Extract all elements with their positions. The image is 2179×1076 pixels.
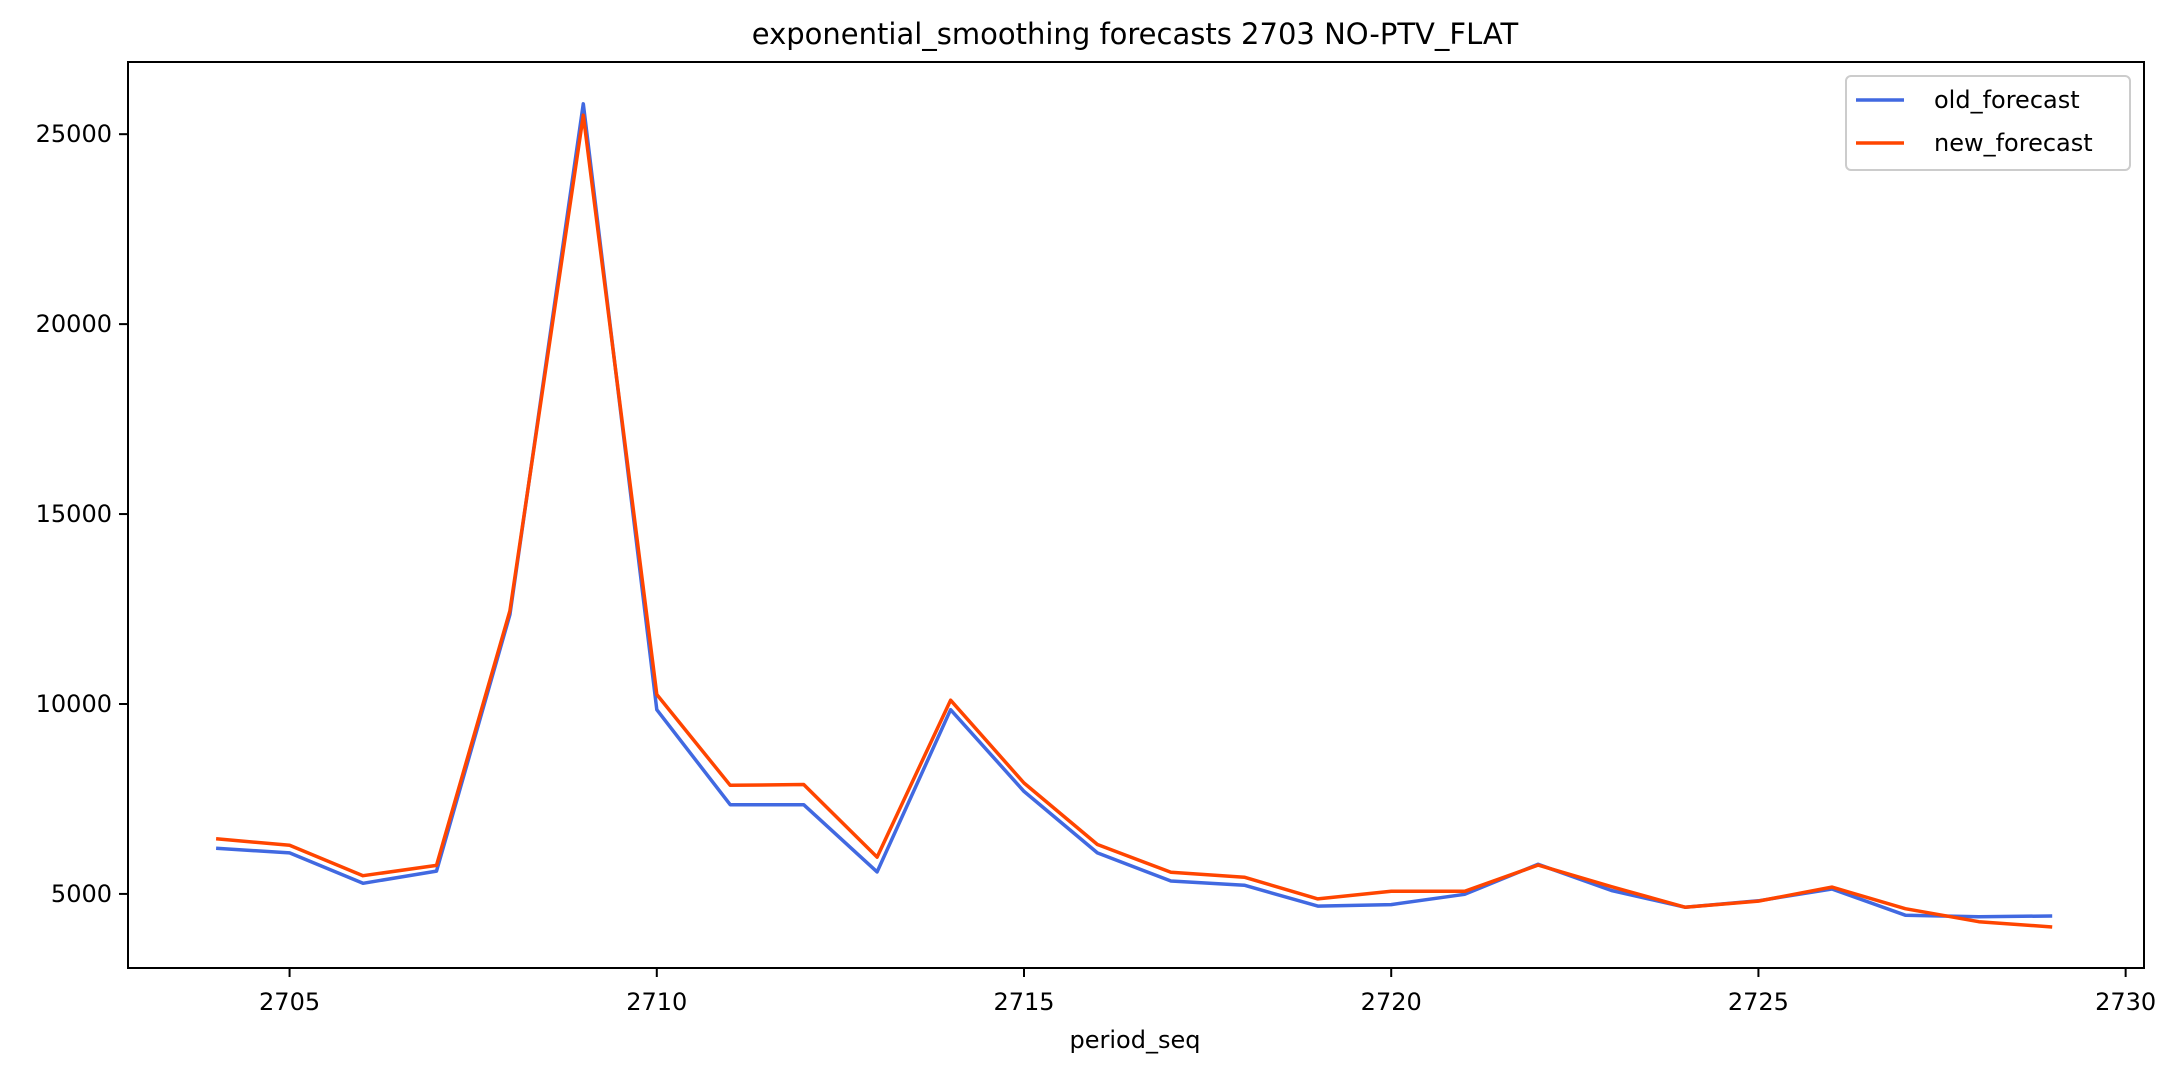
y-axis: 5000 10000 15000 20000 25000 bbox=[36, 120, 128, 908]
legend-box bbox=[1845, 75, 2131, 171]
chart-title: exponential_smoothing forecasts 2703 NO-… bbox=[752, 17, 1519, 51]
series-line-new-forecast bbox=[215, 113, 2053, 929]
series-layer bbox=[215, 102, 2053, 929]
x-tick-label: 2725 bbox=[1728, 988, 1789, 1016]
x-axis: 2705 2710 2715 2720 2725 2730 bbox=[259, 968, 2156, 1016]
x-tick-label: 2710 bbox=[626, 988, 687, 1016]
x-axis-label: period_seq bbox=[1070, 1026, 1201, 1054]
y-tick-label: 20000 bbox=[36, 310, 112, 338]
x-tick-label: 2715 bbox=[993, 988, 1054, 1016]
x-tick-label: 2705 bbox=[259, 988, 320, 1016]
y-tick-label: 10000 bbox=[36, 690, 112, 718]
plot-frame bbox=[127, 61, 2145, 969]
y-tick-label: 5000 bbox=[51, 880, 112, 908]
legend-label-old-forecast: old_forecast bbox=[1934, 86, 2080, 114]
legend-label-new-forecast: new_forecast bbox=[1934, 129, 2093, 157]
legend: old_forecast new_forecast bbox=[1845, 75, 2131, 171]
y-tick-label: 15000 bbox=[36, 500, 112, 528]
y-tick-label: 25000 bbox=[36, 120, 112, 148]
x-tick-label: 2730 bbox=[2095, 988, 2156, 1016]
x-tick-label: 2720 bbox=[1361, 988, 1422, 1016]
series-line-old-forecast bbox=[215, 102, 2053, 919]
